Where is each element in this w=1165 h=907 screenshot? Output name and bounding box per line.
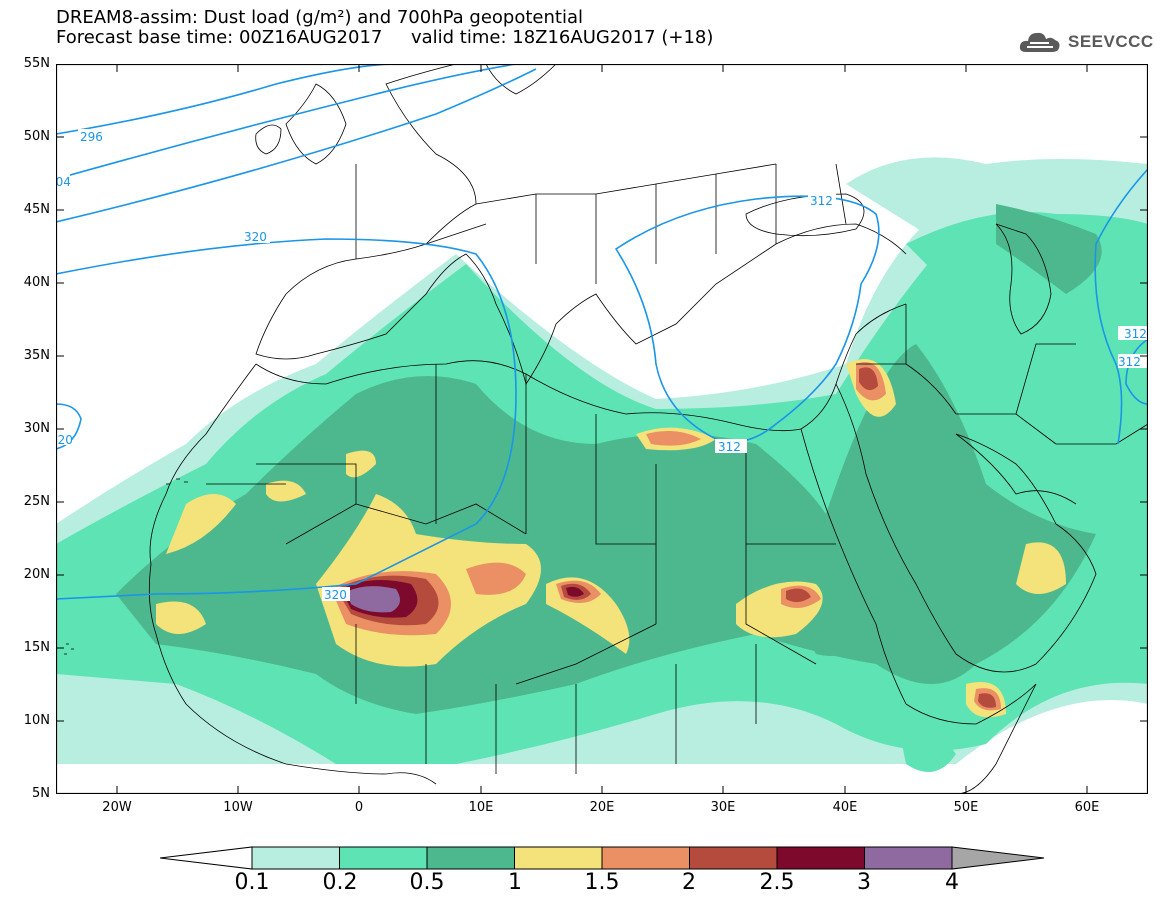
contour-label-320-africa: 320	[324, 588, 347, 602]
lon-label: 10E	[468, 800, 494, 815]
lat-label: 15N	[23, 640, 50, 655]
lat-label: 20N	[23, 567, 50, 582]
contour-label-320-north: 320	[244, 230, 267, 244]
coastlines	[64, 64, 1148, 794]
map-area: 296 304 320 320 320 312 312 312 312	[56, 64, 1148, 794]
colorbar-over-arrow	[951, 846, 1044, 870]
colorbar-cell	[514, 846, 603, 870]
contour-label-304: 304	[56, 175, 71, 189]
colorbar-cell	[776, 846, 865, 870]
lat-label: 50N	[23, 129, 50, 144]
colorbar-level: 2.5	[759, 870, 795, 895]
contour-label-296: 296	[80, 130, 103, 144]
lat-label: 35N	[23, 348, 50, 363]
lon-label: 0	[354, 800, 364, 815]
lat-label: 10N	[23, 713, 50, 728]
lon-label: 60E	[1074, 800, 1100, 815]
lon-label: 40E	[832, 800, 858, 815]
colorbar-cell	[601, 846, 690, 870]
lat-label: 30N	[23, 421, 50, 436]
brand-logo: SEEVCCC	[1018, 26, 1154, 58]
contour-label-312-east-upper: 312	[1124, 327, 1147, 341]
lon-label: 20W	[102, 800, 132, 815]
colorbar-cell	[426, 846, 515, 870]
lon-label: 50E	[953, 800, 979, 815]
lon-label: 10W	[223, 800, 253, 815]
cloud-icon	[1019, 32, 1060, 52]
colorbar-cell	[864, 846, 953, 870]
colorbar-level: 4	[945, 870, 959, 895]
colorbar-cells	[251, 846, 953, 870]
colorbar	[160, 846, 1044, 870]
title-line-1: DREAM8-assim: Dust load (g/m²) and 700hP…	[56, 7, 583, 28]
map-frame	[56, 64, 1148, 794]
map-title: DREAM8-assim: Dust load (g/m²) and 700hP…	[56, 8, 713, 48]
colorbar-level: 0.1	[234, 870, 270, 895]
contour-label-312-egypt: 312	[718, 440, 741, 454]
axis-ticks	[56, 64, 1148, 794]
lon-label: 20E	[589, 800, 615, 815]
colorbar-cell	[339, 846, 428, 870]
colorbar-level: 1	[508, 870, 522, 895]
colorbar-cell	[251, 846, 340, 870]
lat-label: 25N	[23, 494, 50, 509]
colorbar-cell	[689, 846, 778, 870]
colorbar-level: 0.2	[322, 870, 358, 895]
lat-label: 5N	[32, 786, 50, 801]
contour-label-312-blacksea: 312	[810, 194, 833, 208]
contour-label-320-west: 320	[56, 433, 73, 447]
colorbar-level: 1.5	[584, 870, 620, 895]
colorbar-level: 0.5	[409, 870, 445, 895]
brand-name: SEEVCCC	[1068, 32, 1154, 51]
lat-label: 55N	[23, 56, 50, 71]
lat-label: 40N	[23, 275, 50, 290]
map-plot: 296 304 320 320 320 312 312 312 312	[56, 64, 1148, 794]
contour-label-group: 296 304 320 320 320 312 312 312 312	[56, 129, 1148, 602]
lat-label: 45N	[23, 202, 50, 217]
colorbar-level: 2	[682, 870, 696, 895]
lon-label: 30E	[710, 800, 736, 815]
colorbar-level: 3	[857, 870, 871, 895]
contour-label-312-east-lower: 312	[1118, 355, 1141, 369]
colorbar-under-arrow	[160, 846, 253, 870]
title-line-2: Forecast base time: 00Z16AUG2017 valid t…	[56, 27, 714, 48]
